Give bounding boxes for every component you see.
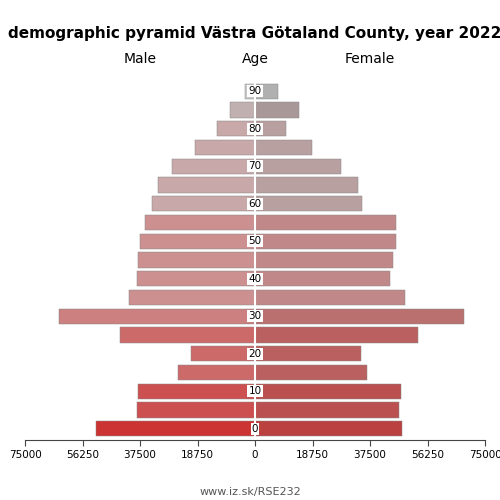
Bar bbox=[255, 384, 400, 399]
Text: 50: 50 bbox=[248, 236, 262, 246]
Bar bbox=[58, 308, 255, 324]
Bar bbox=[120, 328, 255, 342]
Bar bbox=[152, 196, 255, 212]
Bar bbox=[255, 196, 362, 212]
Text: 70: 70 bbox=[248, 161, 262, 171]
Bar bbox=[190, 346, 255, 362]
Text: 90: 90 bbox=[248, 86, 262, 96]
Bar bbox=[140, 234, 255, 249]
Bar bbox=[255, 140, 312, 155]
Bar bbox=[216, 121, 255, 136]
Bar bbox=[137, 402, 255, 417]
Text: 30: 30 bbox=[248, 311, 262, 322]
Bar bbox=[137, 271, 255, 286]
Bar bbox=[195, 140, 255, 155]
Bar bbox=[255, 178, 358, 192]
Text: 10: 10 bbox=[248, 386, 262, 396]
Bar bbox=[255, 271, 390, 286]
Bar bbox=[255, 346, 361, 362]
Bar bbox=[158, 178, 255, 192]
Title: demographic pyramid Västra Götaland County, year 2022: demographic pyramid Västra Götaland Coun… bbox=[8, 26, 500, 42]
Bar bbox=[172, 158, 255, 174]
Bar bbox=[230, 102, 255, 118]
Bar bbox=[255, 158, 341, 174]
Text: 0: 0 bbox=[252, 424, 258, 434]
Bar bbox=[255, 328, 418, 342]
Bar bbox=[255, 215, 396, 230]
Bar bbox=[255, 102, 300, 118]
Bar bbox=[255, 234, 396, 249]
Text: Age: Age bbox=[242, 52, 268, 66]
Bar bbox=[138, 384, 255, 399]
Bar bbox=[96, 421, 255, 436]
Bar bbox=[255, 290, 406, 305]
Bar bbox=[255, 402, 399, 417]
Bar bbox=[245, 84, 255, 99]
Bar bbox=[255, 308, 464, 324]
Bar bbox=[138, 252, 255, 268]
Bar bbox=[255, 421, 402, 436]
Bar bbox=[255, 84, 278, 99]
Bar bbox=[255, 365, 367, 380]
Text: 20: 20 bbox=[248, 349, 262, 359]
Text: Male: Male bbox=[124, 52, 156, 66]
Text: www.iz.sk/RSE232: www.iz.sk/RSE232 bbox=[199, 487, 301, 497]
Text: 60: 60 bbox=[248, 198, 262, 209]
Bar bbox=[178, 365, 255, 380]
Bar bbox=[255, 252, 393, 268]
Bar bbox=[144, 215, 255, 230]
Bar bbox=[255, 121, 286, 136]
Text: 80: 80 bbox=[248, 124, 262, 134]
Text: 40: 40 bbox=[248, 274, 262, 284]
Bar bbox=[130, 290, 255, 305]
Text: Female: Female bbox=[345, 52, 395, 66]
